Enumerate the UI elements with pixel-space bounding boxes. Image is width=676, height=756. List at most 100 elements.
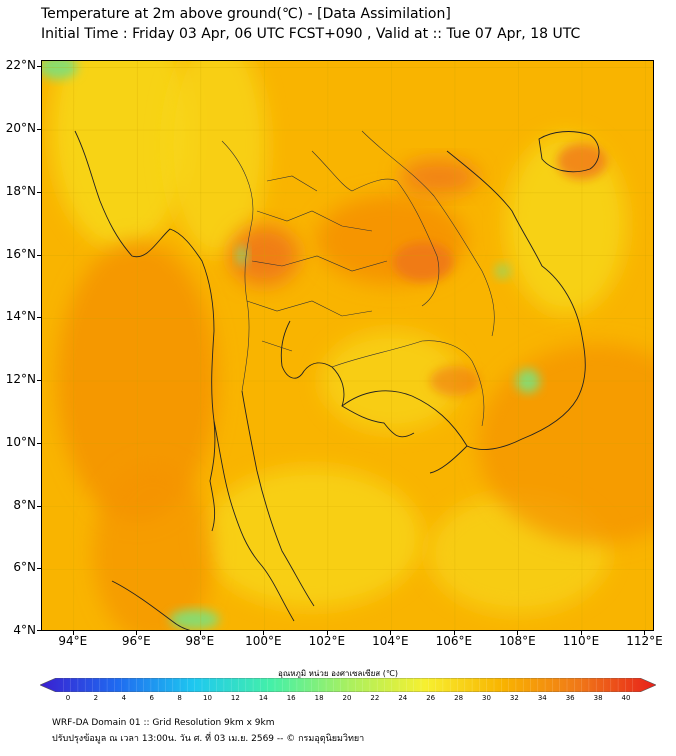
colorbar-tick-label: 0 xyxy=(65,694,71,702)
lon-tick xyxy=(644,631,646,635)
lon-label: 106°E xyxy=(435,634,473,648)
temperature-field-shading xyxy=(42,61,653,630)
lat-label: 10°N xyxy=(5,434,36,449)
lat-label: 20°N xyxy=(5,121,36,136)
temperature-region-cool-green-16 xyxy=(515,369,540,394)
chart-subtitle: Initial Time : Friday 03 Apr, 06 UTC FCS… xyxy=(41,26,581,42)
colorbar-title: อุณหภูมิ หน่วย องศาเซลเซียส (℃) xyxy=(278,669,398,678)
lat-tick xyxy=(37,505,41,507)
lat-tick xyxy=(37,630,41,631)
colorbar-tick-label: 24 xyxy=(398,694,408,702)
lon-label: 96°E xyxy=(121,634,151,648)
temperature-region-hottest-13 xyxy=(556,143,607,180)
temperature-region-cooler-yellow-5 xyxy=(321,331,462,432)
colorbar-tick-label: 28 xyxy=(454,694,464,702)
colorbar xyxy=(40,678,656,692)
lon-label: 108°E xyxy=(499,634,536,648)
temperature-region-hottest-10 xyxy=(229,225,300,286)
lat-tick xyxy=(37,129,41,131)
temperature-region-hottest-12 xyxy=(399,159,480,196)
lat-tick xyxy=(37,191,41,193)
lat-tick xyxy=(37,317,41,319)
temperature-region-cooler-yellow-2 xyxy=(506,134,627,315)
lon-label: 98°E xyxy=(185,634,215,648)
temperature-region-hot-orange-8 xyxy=(477,343,653,544)
coastline-west-myanmar xyxy=(74,130,216,532)
lat-label: 14°N xyxy=(5,309,36,324)
temperature-region-hottest-14 xyxy=(429,366,480,397)
colorbar-segments xyxy=(63,678,633,692)
lon-tick xyxy=(263,631,265,635)
coastline-and-borders xyxy=(74,130,600,630)
border-thailand-laos xyxy=(311,150,440,307)
colorbar-tick-label: 20 xyxy=(342,694,352,702)
map-panel xyxy=(41,60,654,631)
colorbar-tick-label: 26 xyxy=(426,694,436,702)
lat-label: 12°N xyxy=(5,372,36,386)
colorbar-tick-label: 8 xyxy=(177,694,182,702)
temperature-region-hottest-11 xyxy=(393,241,454,282)
lat-label: 6°N xyxy=(13,560,36,575)
colorbar-tick-label: 4 xyxy=(121,694,127,702)
coastline-peninsula-east xyxy=(241,390,315,607)
temperature-region-cooler-yellow-0 xyxy=(51,61,192,250)
temperature-map xyxy=(42,61,653,630)
border-cambodia-vietnam xyxy=(471,360,485,427)
lon-label: 104°E xyxy=(372,634,409,648)
lon-label: 102°E xyxy=(308,634,346,648)
border-laos-vietnam xyxy=(361,130,495,337)
colorbar-tick-label: 38 xyxy=(593,694,603,702)
colorbar-tick-label: 22 xyxy=(370,694,380,702)
colorbar-tick-label: 40 xyxy=(621,694,631,702)
colorbar-tick-label: 16 xyxy=(286,694,296,702)
lon-label: 110°E xyxy=(562,634,600,648)
lon-label: 112°E xyxy=(626,634,663,648)
lat-tick xyxy=(37,380,41,381)
temperature-region-hot-orange-6 xyxy=(57,241,218,522)
lon-tick xyxy=(390,631,392,635)
colorbar-tick-label: 2 xyxy=(93,694,99,702)
temperature-region-hot-orange-7 xyxy=(93,463,214,630)
colorbar-tick-label: 32 xyxy=(509,694,519,702)
footer-update-info: ปรับปรุงข้อมูล ณ เวลา 13:00น. วัน ศ. ที่… xyxy=(52,734,365,744)
coastline-peninsula-west xyxy=(213,420,295,622)
chart-title: Temperature at 2m above ground(℃) - [Dat… xyxy=(41,6,451,22)
temperature-region-cool-green-15 xyxy=(42,61,78,80)
lat-label: 18°N xyxy=(5,183,36,198)
colorbar-body xyxy=(40,678,656,692)
temperature-region-cooler-yellow-1 xyxy=(166,61,267,256)
lon-label: 100°E xyxy=(245,634,282,648)
country-borders xyxy=(221,130,495,427)
lat-label: 8°N xyxy=(13,497,36,512)
lat-label: 22°N xyxy=(5,58,36,73)
lat-tick xyxy=(37,254,41,256)
colorbar-tick-label: 34 xyxy=(537,694,547,702)
temperature-region-cool-green-17 xyxy=(169,609,220,630)
temperature-region-cooler-yellow-3 xyxy=(201,467,422,608)
lon-tick xyxy=(72,631,74,635)
colorbar-tick-label: 12 xyxy=(230,694,240,702)
coastline-vietnam xyxy=(429,150,586,474)
lon-tick xyxy=(326,631,328,635)
lon-tick xyxy=(517,631,519,635)
lon-tick xyxy=(136,631,138,635)
coastline-sumatra xyxy=(111,580,191,630)
lat-tick xyxy=(37,442,41,444)
colorbar-tick-label: 6 xyxy=(149,694,154,702)
colorbar-tick-label: 36 xyxy=(565,694,575,702)
border-thai-provinces xyxy=(246,175,388,352)
border-thailand-cambodia xyxy=(331,340,473,368)
border-thailand-myanmar xyxy=(221,140,254,392)
coastline-hainan xyxy=(538,131,600,173)
temperature-region-cool-green-19 xyxy=(494,263,511,280)
colorbar-tick-label: 14 xyxy=(258,694,268,702)
footer-model-info: WRF-DA Domain 01 :: Grid Resolution 9km … xyxy=(52,718,275,728)
lon-tick xyxy=(453,631,455,635)
lon-tick xyxy=(199,631,201,635)
temperature-region-cool-green-18 xyxy=(236,245,249,266)
colorbar-tick-label: 10 xyxy=(203,694,212,702)
lat-label: 16°N xyxy=(5,246,36,261)
colorbar-tick-label: 30 xyxy=(482,694,491,702)
colorbar-tick-label: 18 xyxy=(314,694,324,702)
lat-tick xyxy=(37,66,41,68)
